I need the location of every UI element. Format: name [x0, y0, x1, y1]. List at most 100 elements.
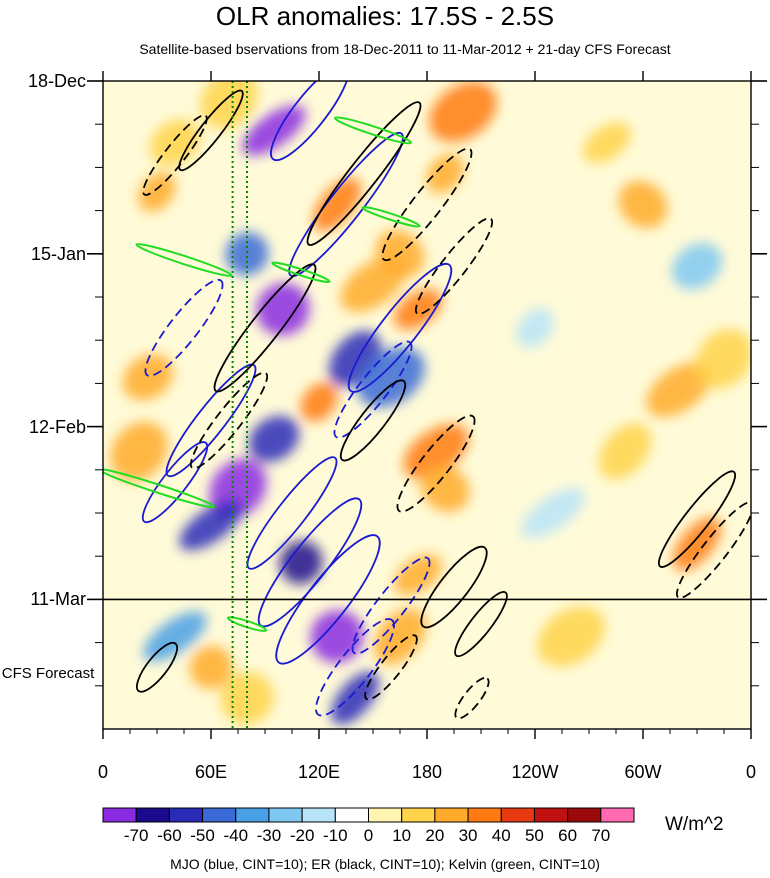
er-contour — [420, 545, 488, 629]
mjo-contour — [275, 534, 381, 665]
anomaly-blob — [248, 415, 300, 463]
anomaly-blob — [583, 122, 631, 164]
anomaly-blob — [110, 421, 168, 481]
x-tick-label: 0 — [746, 762, 756, 782]
er-contour — [339, 379, 407, 462]
colorbar-label: 50 — [525, 826, 544, 845]
anomaly-blob — [310, 610, 364, 663]
colorbar-label: 40 — [492, 826, 511, 845]
anomaly-blob — [646, 362, 712, 417]
anomaly-blob — [671, 242, 723, 290]
colorbar-swatch — [102, 807, 137, 823]
mjo-contour — [246, 456, 338, 570]
colorbar-label: -50 — [190, 826, 215, 845]
anomaly-blob — [122, 354, 174, 401]
colorbar-label: 20 — [425, 826, 444, 845]
anomaly-blob — [220, 671, 274, 725]
colorbar-label: 10 — [392, 826, 411, 845]
y-tick-label: 15-Jan — [30, 243, 86, 264]
anomaly-blob — [242, 105, 306, 156]
colorbar-swatch — [268, 807, 303, 823]
colorbar-swatch — [168, 807, 204, 823]
colorbar-swatch — [567, 807, 602, 823]
y-tick-label: 12-Feb — [28, 416, 86, 437]
kelvin-contour — [135, 243, 233, 277]
colorbar-swatch — [434, 807, 469, 823]
colorbar-label: -30 — [257, 826, 282, 845]
mjo-contour — [315, 618, 395, 717]
colorbar-label: 30 — [459, 826, 478, 845]
anomaly-blob — [521, 488, 585, 538]
anomaly-blob — [331, 671, 379, 725]
anomaly-blob — [516, 308, 554, 348]
colorbar-label: 70 — [591, 826, 610, 845]
mjo-contour — [347, 262, 453, 393]
x-tick-label: 60W — [624, 762, 661, 782]
colorbar-label: -70 — [124, 826, 149, 845]
anomaly-blob — [695, 329, 751, 389]
anomaly-blob — [598, 423, 652, 480]
anomaly-blob — [279, 540, 323, 584]
colorbar-swatch — [334, 807, 369, 823]
anomaly-blob — [537, 606, 605, 667]
colorbar-swatch — [202, 807, 237, 823]
anomaly-blob — [138, 172, 176, 212]
axes: 0 60E 120E 180 120W 60W 0 — [87, 71, 767, 782]
forecast-label: CFS Forecast — [1, 665, 95, 682]
colorbar-swatch — [135, 807, 170, 823]
colorbar-label: 0 — [364, 826, 373, 845]
colorbar-label: -20 — [290, 826, 315, 845]
er-contour — [306, 101, 422, 246]
y-tick-label: 11-Mar — [30, 589, 86, 610]
anomaly-blob — [420, 464, 470, 513]
colorbar-swatch — [600, 807, 635, 823]
er-contour — [364, 634, 418, 701]
colorbar-label: -60 — [157, 826, 182, 845]
anomaly-blob — [426, 153, 464, 194]
anomaly-blob — [673, 517, 721, 571]
anomaly-blob — [200, 81, 258, 130]
er-contour — [381, 147, 473, 262]
er-contour — [454, 591, 508, 658]
er-contour — [657, 470, 737, 568]
anomaly-blob — [429, 81, 497, 142]
anomaly-blob — [300, 382, 338, 422]
kelvin-contour — [333, 116, 413, 145]
er-contour — [414, 217, 494, 315]
x-tick-label: 120W — [511, 762, 558, 782]
er-contour — [396, 414, 476, 513]
kelvin-contour — [361, 206, 421, 228]
kelvin-contour — [103, 468, 216, 509]
er-contour — [454, 676, 490, 720]
mjo-contour — [351, 556, 431, 655]
mjo-contour — [144, 278, 224, 377]
anomaly-blob — [179, 500, 243, 551]
colorbar-swatch — [401, 807, 436, 823]
x-tick-label: 180 — [412, 762, 442, 782]
anomaly-blob — [394, 289, 442, 330]
anomaly-blob — [313, 177, 361, 232]
colorbar-label: -40 — [223, 826, 248, 845]
colorbar-swatch — [235, 807, 270, 823]
chart-title: OLR anomalies: 17.5S - 2.5S — [215, 1, 555, 31]
anomaly-blob — [403, 423, 469, 479]
er-contour — [142, 114, 208, 196]
mjo-contour — [288, 131, 404, 277]
er-contour — [675, 501, 751, 599]
wave-contours — [103, 81, 751, 720]
y-tick-label: 18-Dec — [27, 71, 86, 91]
er-contour — [136, 641, 178, 693]
anomaly-blob — [189, 645, 233, 689]
colorbar: -70 -60 -50 -40 -30 -20 -10 0 10 20 30 40 50 60 70 — [102, 807, 635, 845]
colorbar-swatch — [301, 807, 336, 823]
colorbar-swatch — [467, 807, 502, 823]
colorbar-swatch — [368, 807, 403, 823]
er-contour — [189, 371, 269, 470]
colorbar-swatch — [533, 807, 569, 823]
mjo-contour — [333, 340, 413, 439]
contour-legend-note: MJO (blue, CINT=10); ER (black, CINT=10)… — [170, 856, 600, 872]
chart-subtitle: Satellite-based bservations from 18-Dec-… — [139, 41, 671, 57]
x-tick-label: 60E — [195, 762, 227, 782]
colorbar-swatch — [500, 807, 535, 823]
